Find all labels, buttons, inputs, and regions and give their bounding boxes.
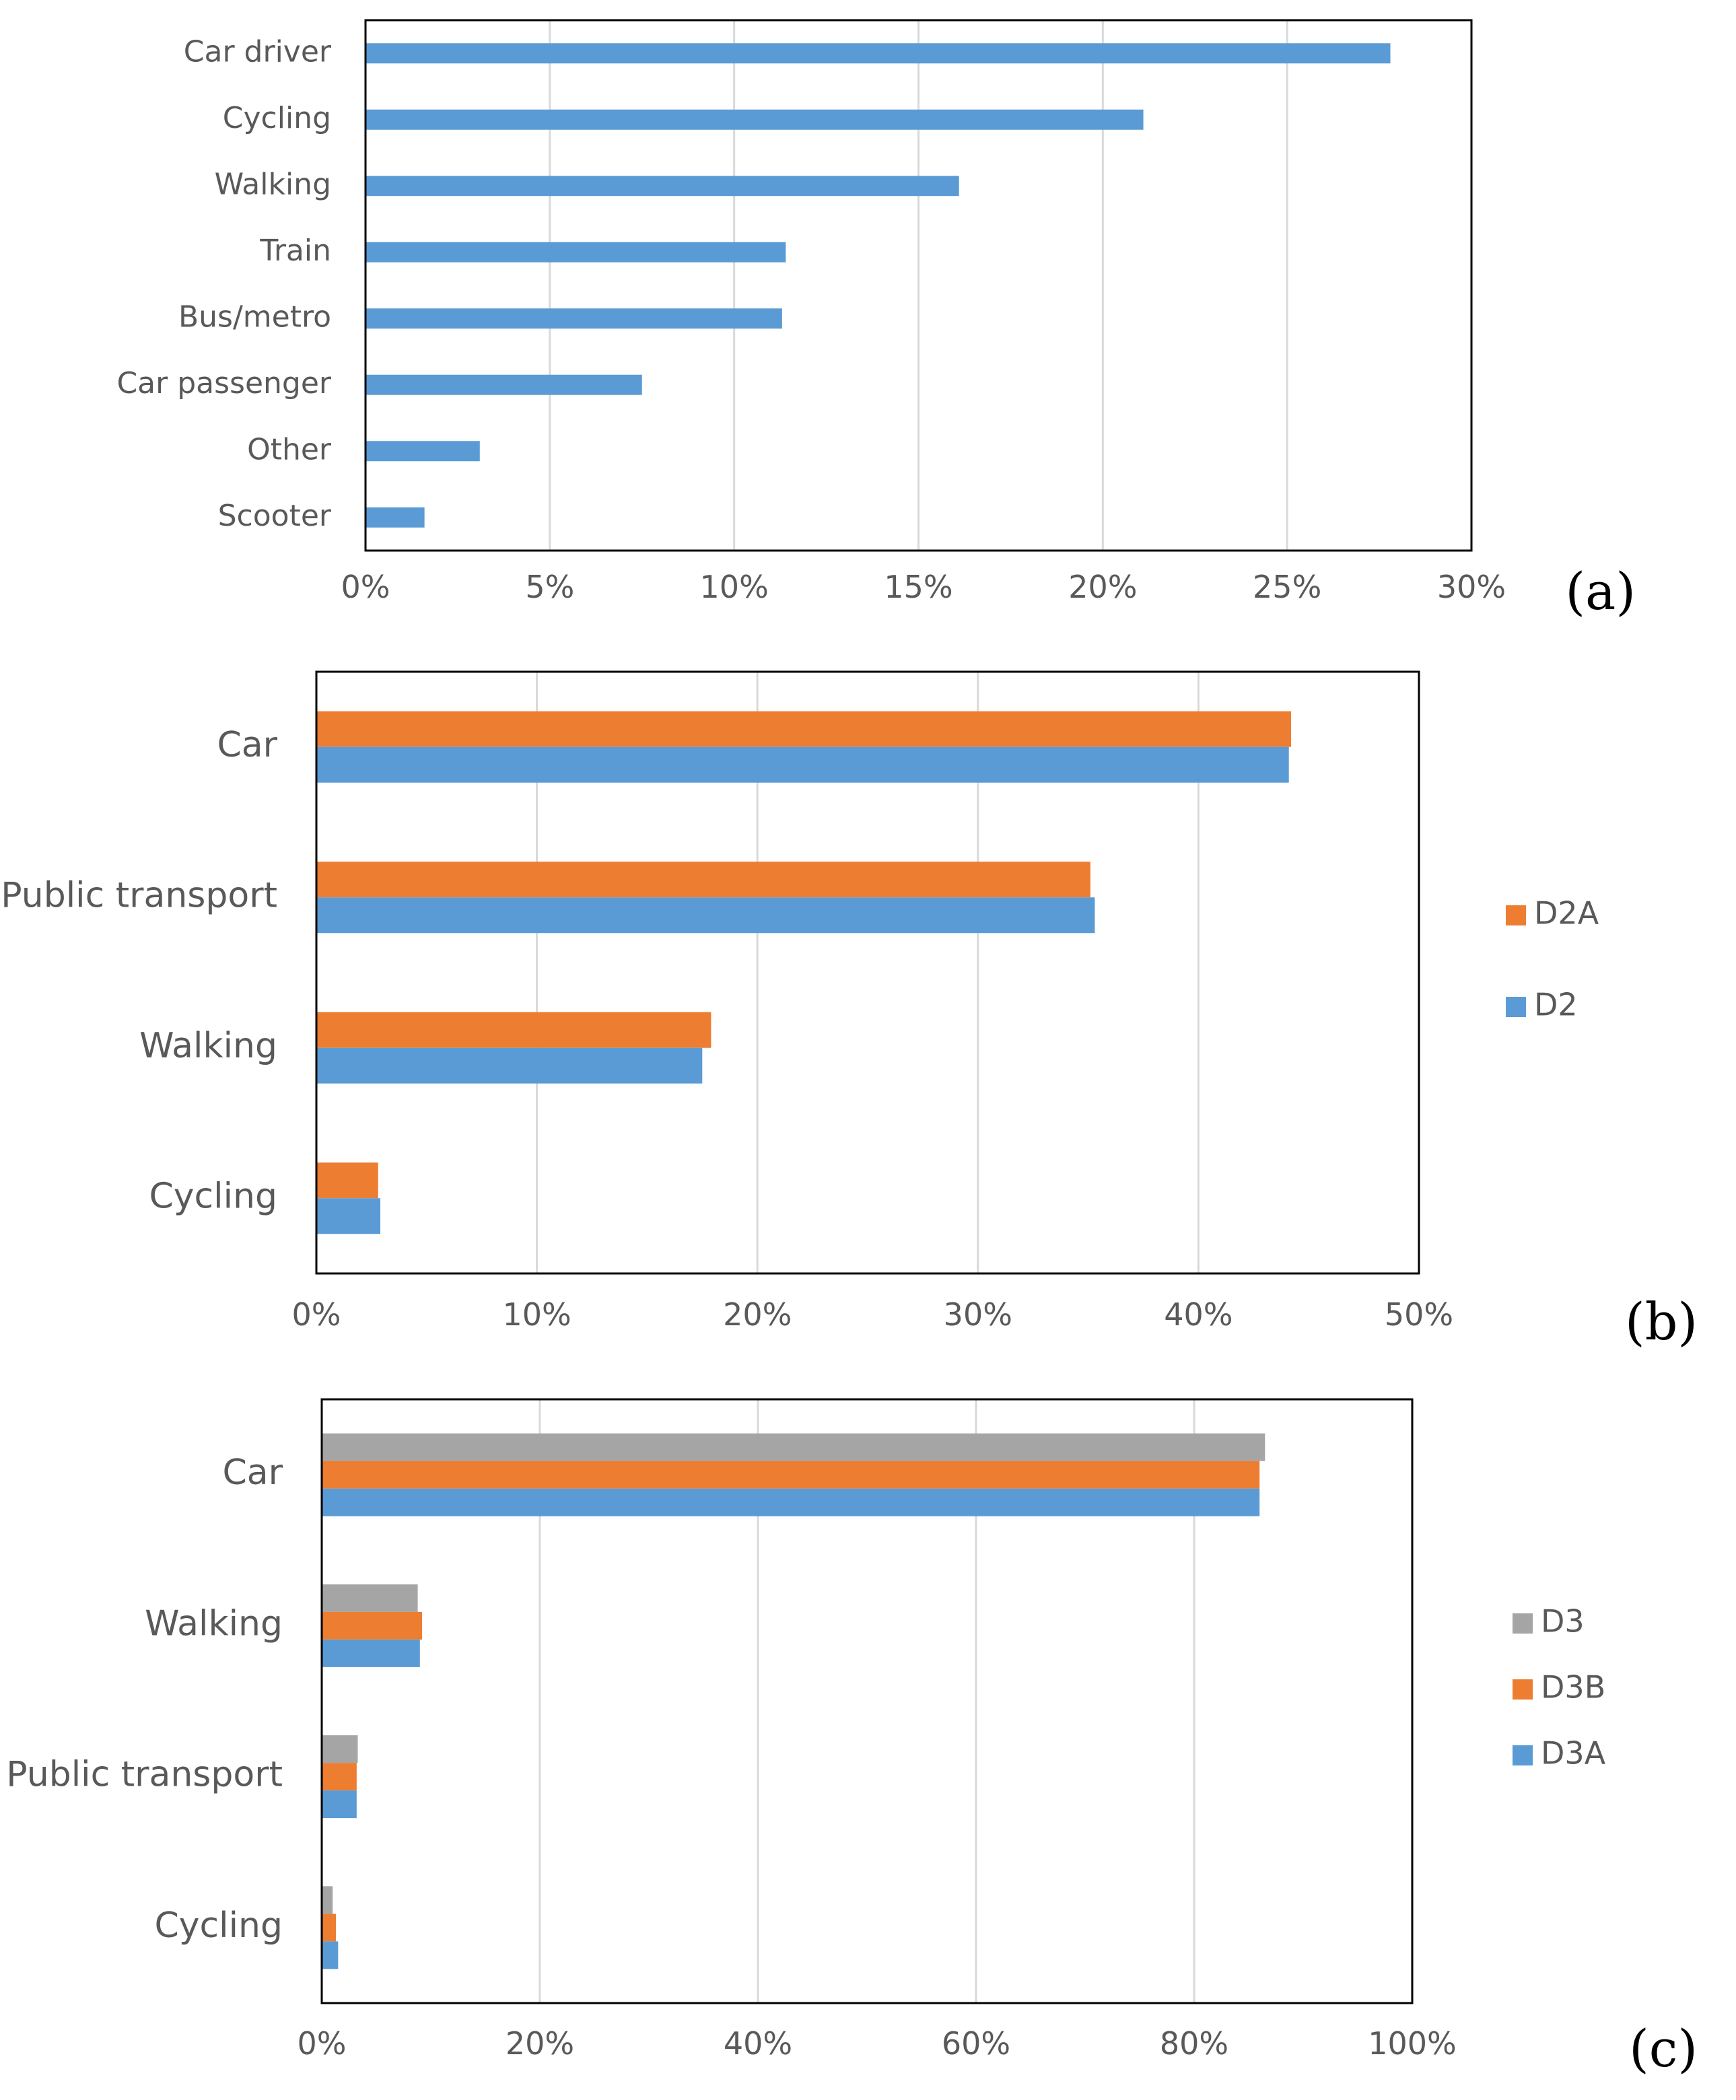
bar-d3b-public-transport <box>322 1763 357 1791</box>
x-tick-label: 5% <box>525 569 574 605</box>
legend-label-d3b: D3B <box>1541 1669 1605 1706</box>
legend-swatch-d3 <box>1513 1613 1533 1634</box>
bar-d3a-walking <box>322 1639 420 1667</box>
x-tick-label: 40% <box>1164 1296 1232 1333</box>
legend-label-d3a: D3A <box>1541 1735 1606 1772</box>
chart-panel-c: Car Walking Public transport Cycling 0% 20% 40… <box>6 1398 1698 2078</box>
x-tick-label: 20% <box>723 1296 792 1333</box>
category-label-walking: Walking <box>215 167 331 201</box>
category-label-public-transport: Public transport <box>1 875 277 915</box>
x-tick-label: 0% <box>341 569 390 605</box>
legend-swatch-d2a <box>1506 905 1526 925</box>
panel-label: (b) <box>1625 1292 1698 1352</box>
bar-share-other <box>366 441 480 462</box>
bar-d3-cycling <box>322 1886 333 1914</box>
bar-d3-public-transport <box>322 1735 358 1763</box>
category-label-cycling: Cycling <box>149 1176 277 1216</box>
legend-label-d2a: D2A <box>1534 895 1599 932</box>
x-tick-label: 20% <box>506 2025 574 2062</box>
category-label-cycling: Cycling <box>223 101 331 135</box>
bar-d3a-cycling <box>322 1941 339 1969</box>
bar-d3-walking <box>322 1584 418 1612</box>
x-tick-label: 30% <box>1437 569 1506 605</box>
x-tick-label: 30% <box>944 1296 1012 1333</box>
bar-d2-public-transport <box>316 897 1095 934</box>
x-tick-label: 80% <box>1160 2025 1228 2062</box>
bar-d2a-car <box>316 711 1291 747</box>
x-tick-label: 0% <box>292 1296 341 1333</box>
x-tick-label: 25% <box>1253 569 1321 605</box>
category-label-car-passenger: Car passenger <box>116 366 331 400</box>
x-tick-label: 40% <box>724 2025 792 2062</box>
legend-swatch-d3a <box>1513 1745 1533 1765</box>
category-label-train: Train <box>259 234 331 268</box>
x-tick-label: 10% <box>700 569 769 605</box>
category-label-car: Car <box>222 1452 283 1493</box>
bar-d3b-walking <box>322 1611 423 1640</box>
bar-d2a-public-transport <box>316 862 1090 898</box>
bar-d2-walking <box>316 1047 703 1084</box>
x-tick-label: 0% <box>298 2025 347 2062</box>
category-label-bus-metro: Bus/metro <box>178 300 331 334</box>
category-label-car: Car <box>217 725 277 765</box>
bar-share-car-passenger <box>366 374 642 395</box>
x-tick-label: 10% <box>502 1296 571 1333</box>
legend-swatch-d3b <box>1513 1679 1533 1700</box>
legend-label-d3: D3 <box>1541 1603 1585 1640</box>
legend-swatch-d2 <box>1506 997 1526 1017</box>
x-tick-label: 20% <box>1068 569 1137 605</box>
bar-d3b-car <box>322 1461 1260 1489</box>
bar-d2-cycling <box>316 1198 381 1234</box>
bar-share-scooter <box>366 507 425 528</box>
bar-d3a-car <box>322 1488 1260 1516</box>
bar-d2-car <box>316 746 1289 783</box>
bar-share-walking <box>366 176 959 197</box>
panel-label: (a) <box>1565 561 1636 621</box>
panel-label: (c) <box>1629 2019 1698 2078</box>
bar-share-bus-metro <box>366 308 782 329</box>
x-tick-label: 50% <box>1385 1296 1453 1333</box>
bar-share-train <box>366 242 786 262</box>
category-label-public-transport: Public transport <box>6 1755 283 1795</box>
category-label-walking: Walking <box>145 1603 283 1644</box>
bar-d2a-cycling <box>316 1162 378 1199</box>
bar-d2a-walking <box>316 1012 711 1048</box>
legend-label-d2: D2 <box>1534 987 1578 1023</box>
bar-d3a-public-transport <box>322 1790 357 1819</box>
category-label-cycling: Cycling <box>154 1905 283 1946</box>
bar-d3-car <box>322 1433 1265 1461</box>
bar-d3b-cycling <box>322 1914 337 1942</box>
category-label-scooter: Scooter <box>218 499 332 533</box>
x-tick-label: 60% <box>942 2025 1010 2062</box>
category-label-car-driver: Car driver <box>184 34 332 69</box>
category-label-other: Other <box>247 432 332 466</box>
chart-panel-a: Car driver Cycling Walking Train Bus/metro Ca… <box>116 19 1636 621</box>
bar-share-car-driver <box>366 43 1391 64</box>
bar-share-cycling <box>366 109 1144 130</box>
category-label-walking: Walking <box>139 1026 277 1066</box>
x-tick-label: 15% <box>884 569 952 605</box>
x-tick-label: 100% <box>1368 2025 1457 2062</box>
chart-panel-b: Car Public transport Walking Cycling 0% 10% 20… <box>1 670 1698 1352</box>
